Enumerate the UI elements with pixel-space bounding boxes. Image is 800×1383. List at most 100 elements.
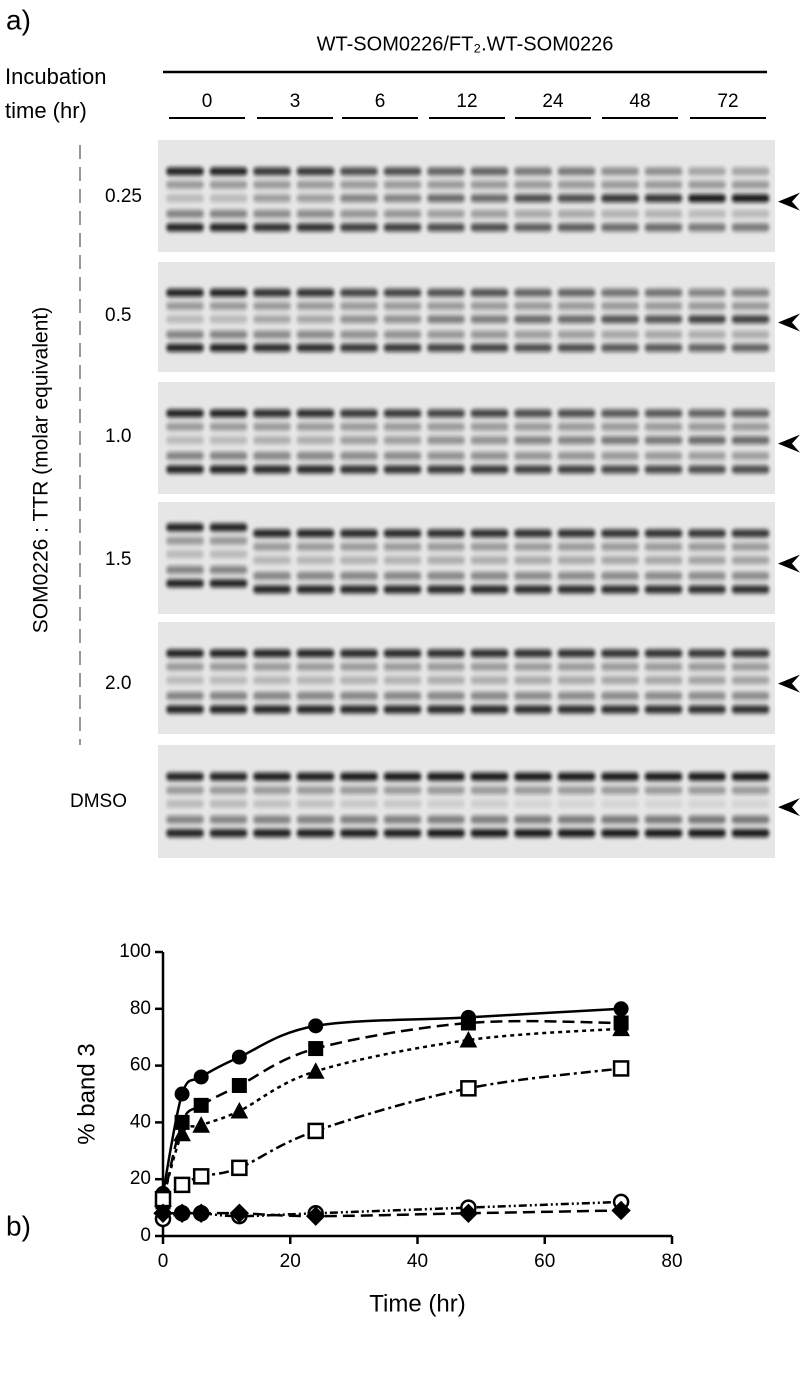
- gel-band: [688, 691, 726, 700]
- gel-band: [688, 343, 726, 352]
- marker: [193, 1069, 209, 1085]
- gel-band: [514, 465, 552, 474]
- gel-band: [644, 209, 683, 218]
- gel-band: [688, 194, 726, 203]
- arrowhead: [778, 192, 800, 211]
- gel-band: [688, 180, 726, 189]
- gel-band: [209, 465, 248, 474]
- gel-band: [731, 662, 770, 671]
- gel-band: [644, 799, 683, 808]
- gel-band: [731, 786, 770, 795]
- gel-band: [340, 705, 378, 714]
- gel-band: [470, 288, 509, 297]
- gel-band: [296, 343, 335, 352]
- gel-band: [688, 302, 726, 310]
- gel-band: [166, 288, 204, 297]
- gel-band: [470, 691, 509, 700]
- gel-band: [383, 829, 422, 838]
- gel-band: [383, 571, 422, 580]
- gel-band: [340, 465, 378, 474]
- gel-band: [644, 571, 683, 580]
- gel-band: [557, 223, 596, 232]
- gel-band: [644, 649, 683, 658]
- gel-band: [601, 556, 639, 565]
- gel-band: [601, 422, 639, 431]
- marker: [460, 1015, 476, 1031]
- gel-band: [427, 815, 465, 824]
- gel-band: [731, 167, 770, 176]
- gel-band: [253, 829, 291, 838]
- gel-band: [427, 465, 465, 474]
- gel-band: [601, 315, 639, 324]
- gel-band: [209, 167, 248, 176]
- gel-band: [166, 829, 204, 838]
- gel-band: [688, 705, 726, 714]
- gel-band: [644, 194, 683, 203]
- gel-band: [731, 180, 770, 189]
- gel-band: [383, 556, 422, 565]
- gel-band: [688, 585, 726, 594]
- gel-band: [601, 167, 639, 176]
- gel-band: [514, 815, 552, 824]
- gel-band: [340, 409, 378, 418]
- gel-band: [731, 209, 770, 218]
- gel-band: [601, 436, 639, 445]
- gel-band: [688, 330, 726, 339]
- gel-band: [253, 409, 291, 418]
- gel-band: [644, 288, 683, 297]
- gel-band: [340, 422, 378, 431]
- gel-band: [514, 194, 552, 203]
- marker: [612, 1019, 630, 1037]
- gel-band: [470, 649, 509, 658]
- gel-band: [514, 772, 552, 781]
- gel-band: [253, 194, 291, 203]
- gel-band: [296, 194, 335, 203]
- arrowhead: [778, 434, 800, 453]
- gel-band: [209, 422, 248, 431]
- gel-band: [209, 550, 248, 559]
- gel-band: [427, 705, 465, 714]
- gel-band: [209, 180, 248, 189]
- gel-band: [557, 288, 596, 297]
- gel-band: [166, 705, 204, 714]
- gel-band: [427, 288, 465, 297]
- gel-band: [340, 585, 378, 594]
- gel-band: [688, 315, 726, 324]
- marker: [231, 1077, 247, 1093]
- marker: [611, 1200, 631, 1221]
- gel-band: [601, 542, 639, 551]
- gel-band: [514, 436, 552, 445]
- gel-band: [470, 167, 509, 176]
- gel-band: [383, 705, 422, 714]
- gel-band: [253, 556, 291, 565]
- gel-band: [296, 180, 335, 189]
- gel-band: [383, 436, 422, 445]
- gel-band: [731, 705, 770, 714]
- gel-band: [731, 288, 770, 297]
- gel-band: [209, 676, 248, 685]
- gel-band: [253, 649, 291, 658]
- gel-band: [557, 649, 596, 658]
- gel-band: [644, 829, 683, 838]
- gel-band: [383, 223, 422, 232]
- marker: [308, 1018, 324, 1034]
- gel-band: [383, 786, 422, 795]
- gel-band: [253, 571, 291, 580]
- gel-band: [296, 799, 335, 808]
- gel-band: [340, 436, 378, 445]
- gel-band: [427, 209, 465, 218]
- gel-band: [731, 542, 770, 551]
- gel-band: [514, 829, 552, 838]
- time-label: 0: [202, 91, 213, 112]
- x-tick-label: 20: [280, 1251, 301, 1272]
- gel-band: [166, 550, 204, 559]
- row-header: Incubation time (hr): [5, 64, 107, 123]
- gel-band: [514, 315, 552, 324]
- gel-band: [340, 772, 378, 781]
- gel-band: [296, 209, 335, 218]
- gel-band: [340, 315, 378, 324]
- gel-band: [688, 209, 726, 218]
- gel-band: [731, 649, 770, 658]
- gel-band: [688, 288, 726, 297]
